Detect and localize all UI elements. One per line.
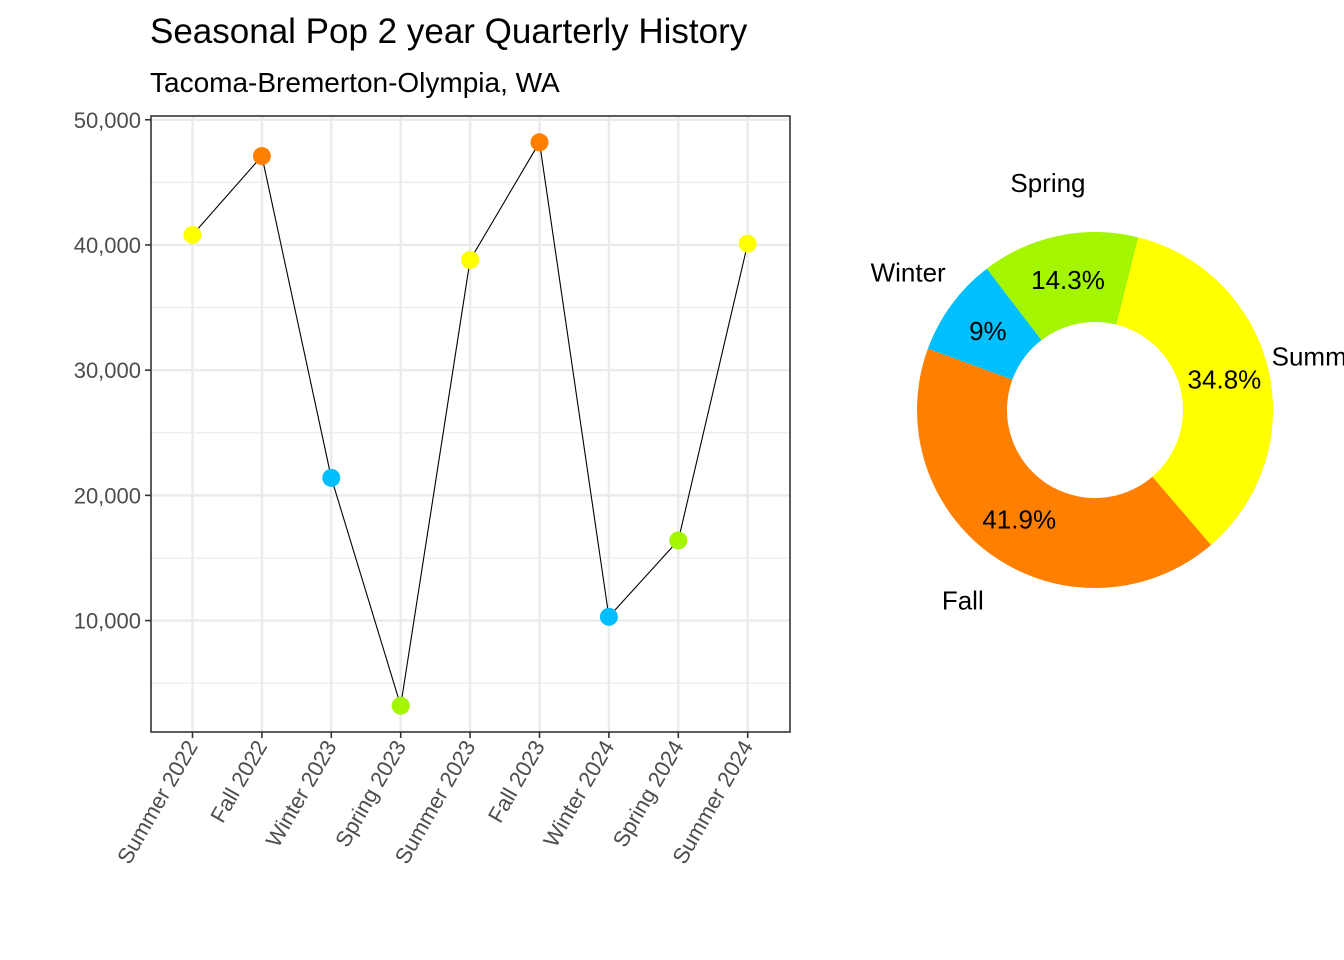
data-point [461,250,480,269]
data-point [669,531,688,550]
x-tick-label: Spring 2024 [608,736,689,851]
data-point [391,696,410,715]
slice-category-label: Fall [942,586,984,616]
slice-category-label: Winter [871,257,946,287]
y-tick-label: 50,000 [74,108,141,133]
slice-percent-label: 9% [969,316,1007,346]
x-tick-label: Winter 2023 [261,736,342,851]
x-tick-label: Winter 2024 [538,736,619,851]
data-point [322,468,341,487]
x-tick-label: Spring 2023 [330,736,411,851]
data-point [183,225,202,244]
y-tick-label: 30,000 [74,358,141,383]
y-tick-label: 10,000 [74,609,141,634]
data-point [252,147,271,166]
donut-chart: 34.8% Summer 41.9% Fall 9% Winter 14.3% Spring [871,168,1344,616]
donut-slice-summer [1116,237,1273,545]
data-point [738,234,757,253]
y-tick-label: 20,000 [74,483,141,508]
data-point [599,607,618,626]
x-tick-label: Fall 2022 [205,736,272,827]
x-tick-label: Summer 2022 [112,736,203,868]
data-point [530,133,549,152]
slice-category-label: Spring [1010,168,1085,198]
x-tick-label: Fall 2023 [483,736,550,827]
line-chart-panel: 10,000 20,000 30,000 40,000 50,000 Summer 202… [74,108,791,868]
donut-slice-spring [986,232,1139,341]
donut-slice-winter [927,268,1042,380]
chart-subtitle: Tacoma-Bremerton-Olympia, WA [150,67,560,98]
donut-slice-fall [917,348,1212,588]
slice-percent-label: 14.3% [1031,265,1105,295]
slice-category-label: Summer [1272,342,1344,372]
slice-percent-label: 41.9% [982,504,1056,534]
chart-title: Seasonal Pop 2 year Quarterly History [150,12,748,51]
y-tick-label: 40,000 [74,233,141,258]
slice-percent-label: 34.8% [1188,364,1262,394]
